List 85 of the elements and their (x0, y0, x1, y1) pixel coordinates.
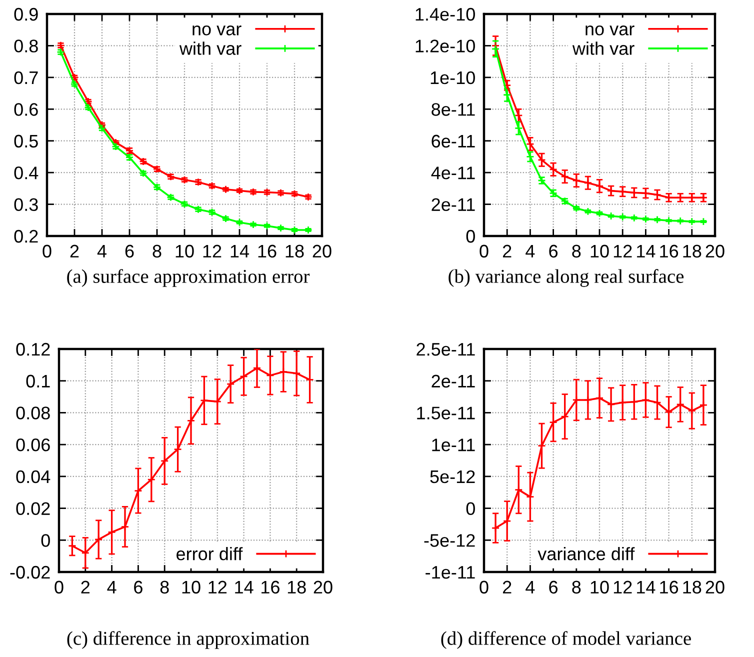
x-tick-label: 4 (97, 244, 106, 258)
y-tick-label: 2e-11 (432, 198, 475, 212)
x-tick-label: 18 (286, 244, 304, 258)
y-tick-label: 0.4 (14, 166, 38, 180)
y-tick-label: 1.2e-10 (416, 40, 475, 52)
y-tick-label: 0.9 (14, 8, 38, 21)
legend-label: no var (586, 25, 634, 36)
x-tick-label: 2 (502, 244, 512, 258)
y-tick-label: 0.5 (14, 134, 38, 148)
x-tick-label: 0 (480, 244, 488, 258)
y-tick-label: 5e-12 (430, 470, 475, 484)
x-tick-label: 6 (549, 580, 558, 594)
x-tick-label: 6 (125, 244, 134, 258)
y-tick-label: 0.2 (14, 230, 38, 243)
legend-label: no var (192, 25, 242, 36)
text: (a) surface approximation error (67, 269, 310, 287)
x-tick-label: 12 (614, 244, 632, 258)
x-tick-label: 4 (107, 580, 116, 594)
x-tick-label: 4 (526, 244, 535, 258)
x-tick-label: 6 (549, 244, 558, 258)
x-tick-label: 12 (203, 244, 222, 258)
x-tick-label: 8 (160, 580, 169, 594)
x-tick-label: 2 (70, 244, 79, 258)
x-tick-label: 10 (590, 244, 609, 258)
x-tick-label: 16 (262, 580, 280, 594)
y-tick-label: 1e-10 (430, 71, 475, 84)
x-tick-label: 16 (660, 244, 678, 258)
y-tick-label: 0.3 (14, 198, 38, 212)
y-tick-label: 0.06 (16, 438, 50, 452)
y-tick-label: 0.6 (14, 103, 38, 116)
x-tick-label: 14 (235, 580, 254, 594)
x-tick-label: 18 (683, 580, 702, 594)
x-tick-label: 0 (480, 580, 488, 594)
x-tick-label: 8 (572, 580, 581, 594)
text: (c) difference in approximation (67, 631, 310, 649)
x-tick-label: 20 (314, 580, 332, 594)
text: (d) difference of model variance (441, 631, 691, 649)
x-tick-label: 14 (637, 244, 656, 258)
x-tick-label: 10 (182, 580, 200, 594)
legend-label: variance diff (538, 547, 635, 560)
legend-label: error diff (176, 547, 243, 560)
x-tick-label: 10 (590, 580, 609, 594)
x-tick-label: 20 (706, 244, 724, 258)
x-tick-label: 0 (54, 580, 64, 594)
y-tick-label: 0.08 (16, 406, 50, 420)
y-tick-label: 0.8 (14, 40, 38, 52)
y-tick-label: 0.12 (16, 342, 50, 356)
x-tick-label: 18 (288, 580, 306, 594)
x-tick-label: 16 (660, 580, 678, 594)
y-tick-label: -5e-12 (424, 534, 475, 547)
y-tick-label: 0.1 (26, 374, 50, 388)
y-tick-label: -1e-11 (426, 566, 475, 579)
x-tick-label: 10 (176, 244, 194, 258)
y-tick-label: 1.4e-10 (416, 8, 475, 21)
x-tick-label: 12 (208, 580, 227, 594)
x-tick-label: 18 (683, 244, 702, 258)
y-tick-label: 0 (41, 534, 50, 547)
y-tick-label: 0.7 (14, 71, 38, 84)
y-tick-label: 0 (466, 502, 475, 516)
y-tick-label: 0.04 (16, 470, 50, 484)
x-tick-label: 12 (614, 580, 632, 594)
x-tick-label: 20 (706, 580, 724, 594)
x-tick-label: 4 (526, 580, 535, 594)
y-tick-label: -0.02 (10, 566, 50, 579)
y-tick-label: 8e-11 (432, 103, 475, 116)
y-tick-label: 2e-11 (432, 374, 475, 388)
x-tick-label: 14 (230, 244, 250, 258)
y-tick-label: 6e-11 (432, 134, 475, 148)
y-tick-label: 0.02 (16, 502, 50, 516)
legend-label: with var (572, 42, 634, 55)
y-tick-label: 2.5e-11 (416, 342, 475, 356)
x-tick-label: 6 (134, 580, 142, 594)
x-tick-label: 2 (81, 580, 90, 594)
x-tick-label: 14 (637, 580, 656, 594)
x-tick-label: 8 (152, 244, 162, 258)
x-tick-label: 20 (312, 244, 332, 258)
y-tick-label: 1e-11 (432, 438, 475, 452)
legend-label: with var (179, 42, 242, 55)
y-tick-label: 0 (466, 230, 475, 243)
x-tick-label: 8 (572, 244, 581, 258)
y-tick-label: 4e-11 (431, 166, 475, 180)
x-tick-label: 16 (258, 244, 276, 258)
y-tick-label: 1.5e-11 (417, 406, 475, 420)
x-tick-label: 2 (502, 580, 512, 594)
text: (b) variance along real surface (448, 269, 684, 287)
